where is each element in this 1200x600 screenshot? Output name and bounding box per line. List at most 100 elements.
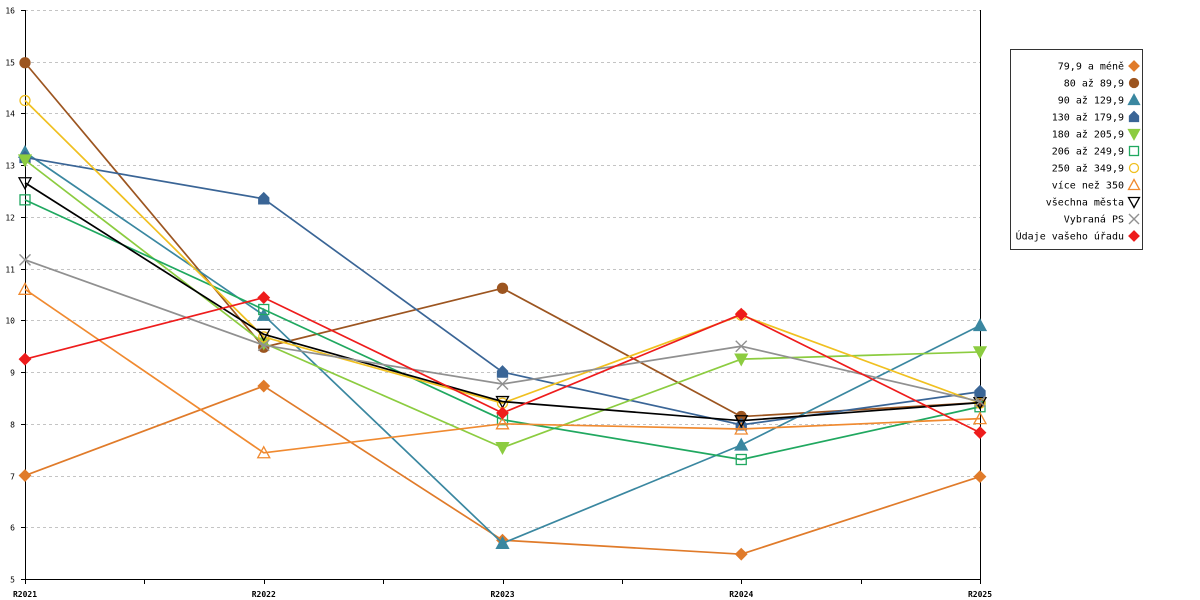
data-point	[257, 291, 271, 305]
x-tick-label: R2021	[13, 590, 37, 599]
x-tick-label: R2022	[252, 590, 276, 599]
legend-label: 80 až 89,9	[1064, 78, 1124, 90]
legend-label: všechna města	[1046, 197, 1124, 209]
legend-item: 79,9 a méně	[1058, 60, 1140, 73]
data-point	[972, 318, 988, 332]
y-tick-label: 7	[10, 473, 15, 482]
series-line	[24, 199, 981, 461]
series-9	[17, 177, 988, 429]
legend-box	[1010, 49, 1143, 250]
data-point	[734, 353, 749, 367]
legend-marker	[1128, 230, 1140, 242]
legend-label: 130 až 179,9	[1052, 112, 1124, 124]
legend-marker	[1128, 110, 1140, 123]
series-8	[17, 281, 988, 459]
legend-label: 79,9 a méně	[1058, 61, 1124, 73]
series-11	[18, 291, 987, 440]
legend-item: více než 350	[1052, 178, 1141, 192]
data-point	[19, 57, 31, 69]
legend-item: 180 až 205,9	[1052, 128, 1141, 141]
data-point	[734, 547, 748, 561]
data-point	[17, 281, 33, 295]
legend-label: 206 až 249,9	[1052, 146, 1124, 158]
legend-marker	[1127, 196, 1141, 209]
axes: 5 6 7 8 9 10 11 12 13 14 15 16 R2021 R2022 R2023 R2024 R…	[5, 7, 992, 600]
data-point	[257, 339, 270, 352]
data-point	[19, 253, 31, 266]
series-5	[17, 154, 988, 455]
data-point	[18, 352, 32, 366]
data-point	[972, 411, 988, 425]
y-tick-label: 10	[5, 317, 15, 326]
series-line	[24, 159, 981, 449]
data-point	[496, 406, 509, 420]
y-tick-label: 11	[5, 266, 15, 275]
legend-label: 250 až 349,9	[1052, 163, 1124, 175]
y-tick-label: 6	[10, 524, 15, 533]
x-tick-label: R2024	[729, 590, 753, 599]
data-point	[257, 379, 271, 393]
legend-marker	[1128, 77, 1140, 89]
series-line	[24, 259, 981, 403]
legend-marker	[1128, 162, 1140, 174]
y-tick-label: 14	[5, 110, 15, 119]
data-point	[18, 469, 32, 482]
data-point	[734, 421, 749, 435]
series-line	[24, 288, 981, 454]
data-point	[973, 426, 987, 440]
y-tick-label: 8	[10, 421, 15, 430]
legend-label: Vybraná PS	[1064, 214, 1124, 226]
series-line	[24, 151, 981, 545]
data-point	[495, 416, 510, 430]
data-point	[256, 445, 271, 459]
legend-marker	[1127, 128, 1141, 141]
series-3	[17, 144, 988, 549]
legend-item: 206 až 249,9	[1052, 145, 1140, 158]
legend-item: 80 až 89,9	[1064, 77, 1140, 90]
legend-label: více než 350	[1052, 180, 1124, 192]
data-point	[258, 191, 270, 205]
y-tick-label: 15	[5, 59, 15, 68]
data-point	[735, 453, 747, 466]
y-tick-label: 9	[10, 369, 15, 378]
x-tick-label: R2025	[968, 590, 992, 599]
data-point	[496, 365, 509, 378]
data-point	[495, 395, 510, 409]
data-point	[735, 340, 748, 353]
y-tick-label: 16	[5, 7, 15, 16]
series-line	[24, 62, 981, 418]
legend-marker	[1128, 145, 1140, 157]
data-point	[496, 377, 509, 390]
y-tick-label: 13	[5, 162, 15, 171]
legend-marker	[1128, 60, 1140, 72]
legend-item: 250 až 349,9	[1052, 162, 1140, 175]
series-line	[24, 182, 981, 422]
legend-item: Údaje vašeho úřadu	[1016, 230, 1140, 243]
data-point	[19, 194, 31, 206]
legend-item: Vybraná PS	[1064, 213, 1140, 226]
legend-marker	[1127, 178, 1141, 191]
data-point	[495, 441, 510, 455]
data-point	[256, 328, 271, 342]
data-point	[734, 415, 749, 429]
legend-label: 90 až 129,9	[1058, 95, 1124, 107]
data-point	[974, 384, 986, 398]
data-point	[17, 177, 33, 191]
data-point	[734, 307, 748, 321]
data-point	[734, 437, 749, 451]
series-line	[24, 99, 981, 404]
legend-item: 130 až 179,9	[1052, 110, 1140, 124]
legend-item: 90 až 129,9	[1058, 93, 1141, 107]
series-10	[19, 253, 986, 408]
data-point	[496, 282, 509, 294]
data-point	[495, 535, 510, 549]
data-point	[974, 395, 986, 408]
legend-item: všechna města	[1046, 196, 1141, 209]
data-point	[17, 154, 33, 168]
series-group	[17, 57, 988, 561]
data-point	[258, 331, 270, 343]
x-tick-label: R2023	[490, 590, 514, 599]
legend-marker	[1128, 213, 1140, 225]
y-tick-label: 12	[5, 214, 15, 223]
